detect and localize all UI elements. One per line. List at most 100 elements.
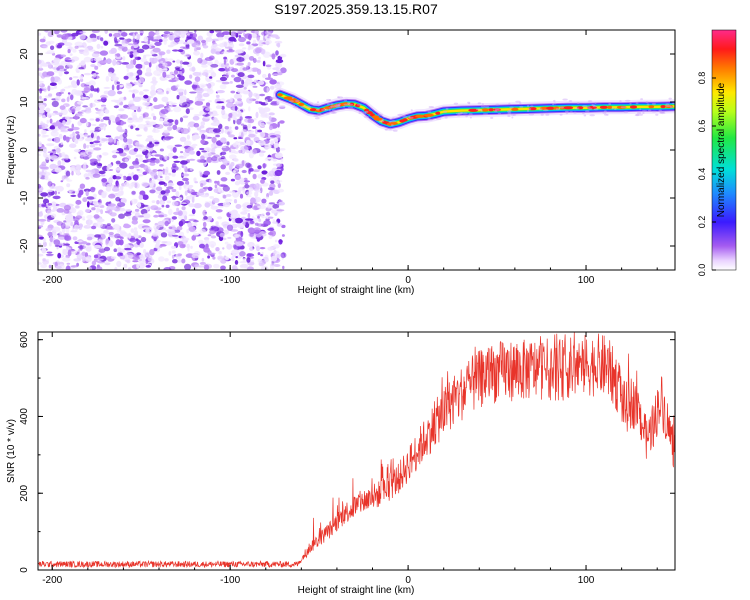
noise-speck xyxy=(158,39,163,43)
noise-speck xyxy=(182,115,189,119)
noise-speck xyxy=(119,84,124,88)
ridge-halo xyxy=(655,113,659,116)
noise-speck xyxy=(268,170,275,177)
noise-speck xyxy=(148,121,157,126)
ridge-halo xyxy=(646,103,650,106)
noise-speck xyxy=(270,135,277,138)
noise-speck xyxy=(53,239,61,246)
noise-speck xyxy=(147,142,155,148)
noise-speck xyxy=(60,180,64,183)
noise-speck xyxy=(182,61,190,65)
noise-speck xyxy=(117,190,124,196)
noise-speck xyxy=(75,199,82,205)
noise-speck xyxy=(62,242,66,247)
noise-speck xyxy=(276,81,285,86)
noise-speck xyxy=(101,178,108,183)
noise-speck xyxy=(222,201,231,208)
noise-speck xyxy=(215,221,219,226)
noise-speck xyxy=(169,75,175,79)
noise-speck xyxy=(200,183,204,188)
ridge-halo xyxy=(519,105,524,108)
noise-speck xyxy=(155,186,163,192)
noise-speck xyxy=(40,166,49,170)
noise-speck xyxy=(41,129,47,135)
ridge-halo xyxy=(427,116,431,119)
noise-speck xyxy=(41,247,47,254)
ridge-halo xyxy=(343,103,350,106)
noise-speck xyxy=(233,76,242,83)
noise-speck xyxy=(204,219,211,222)
ridge-halo xyxy=(564,110,569,113)
noise-speck xyxy=(74,224,79,231)
colorbar-bar xyxy=(711,29,737,271)
noise-speck xyxy=(207,152,212,157)
noise-speck xyxy=(188,214,196,217)
noise-speck xyxy=(224,63,229,66)
noise-speck xyxy=(218,67,226,72)
ridge-halo xyxy=(295,100,300,102)
noise-speck xyxy=(188,184,194,188)
noise-speck xyxy=(200,155,205,161)
noise-speck xyxy=(200,123,205,126)
ridge-peak xyxy=(553,106,560,110)
noise-speck xyxy=(179,231,185,237)
noise-speck xyxy=(265,157,274,160)
noise-speck xyxy=(53,205,58,212)
noise-speck xyxy=(46,209,52,216)
noise-speck xyxy=(181,210,188,217)
noise-speck xyxy=(207,83,212,89)
snr-y-axis: 0 200 400 600 xyxy=(19,331,675,573)
noise-speck xyxy=(72,48,77,53)
noise-speck xyxy=(70,194,77,197)
noise-speck xyxy=(278,201,285,206)
noise-speck xyxy=(60,142,63,145)
noise-speck xyxy=(141,64,146,70)
noise-speck xyxy=(75,215,83,220)
ridge-halo xyxy=(481,103,484,106)
noise-speck xyxy=(178,75,185,81)
noise-speck xyxy=(142,194,149,200)
ridge-halo xyxy=(315,117,320,120)
noise-speck xyxy=(186,243,191,249)
noise-speck xyxy=(46,143,55,147)
x-tick-label: -100 xyxy=(220,575,240,586)
noise-speck xyxy=(153,224,160,230)
noise-speck xyxy=(123,181,130,187)
noise-speck xyxy=(38,171,47,176)
noise-speck xyxy=(248,133,256,138)
noise-speck xyxy=(272,67,280,71)
noise-speck xyxy=(196,46,201,51)
noise-speck xyxy=(38,262,42,265)
ridge-halo xyxy=(582,105,588,108)
ridge-halo xyxy=(337,96,340,99)
noise-speck xyxy=(220,164,226,170)
noise-speck xyxy=(182,177,189,182)
noise-speck xyxy=(187,146,194,152)
ridge-halo xyxy=(511,116,514,119)
ridge-halo xyxy=(634,114,640,117)
noise-speck xyxy=(102,116,111,121)
noise-speck xyxy=(165,101,173,104)
noise-speck xyxy=(193,233,199,236)
ridge-peak xyxy=(629,105,638,109)
noise-speck xyxy=(184,140,192,147)
noise-speck xyxy=(84,256,92,262)
noise-speck xyxy=(38,80,44,83)
noise-speck xyxy=(240,211,248,215)
noise-speck xyxy=(39,104,46,110)
noise-speck xyxy=(60,126,65,132)
noise-speck xyxy=(131,89,139,94)
noise-speck xyxy=(139,32,143,36)
ridge-peak xyxy=(402,118,408,122)
noise-speck xyxy=(177,259,182,263)
noise-speck xyxy=(116,53,121,57)
ridge-halo xyxy=(337,104,341,107)
noise-speck xyxy=(209,30,215,34)
noise-speck xyxy=(166,200,172,204)
noise-speck xyxy=(262,35,268,41)
x-tick-label: 0 xyxy=(405,575,411,586)
noise-speck xyxy=(86,37,93,43)
noise-speck xyxy=(281,234,285,237)
noise-speck xyxy=(75,131,80,134)
noise-speck xyxy=(251,67,259,72)
